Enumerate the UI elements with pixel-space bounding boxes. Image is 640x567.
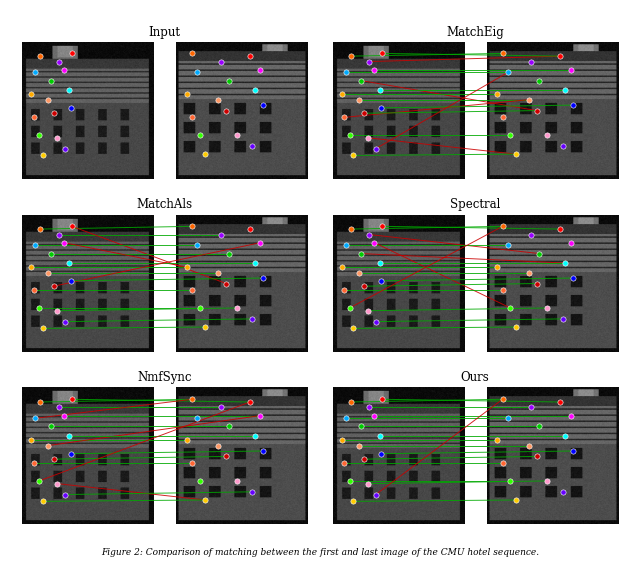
Text: Figure 2: Comparison of matching between the first and last image of the CMU hot: Figure 2: Comparison of matching between…	[101, 548, 539, 557]
Text: Spectral: Spectral	[450, 198, 500, 211]
Text: MatchEig: MatchEig	[446, 26, 504, 39]
Text: NmfSync: NmfSync	[138, 371, 192, 384]
Text: Ours: Ours	[461, 371, 490, 384]
Text: MatchAls: MatchAls	[137, 198, 193, 211]
Text: Input: Input	[148, 26, 180, 39]
